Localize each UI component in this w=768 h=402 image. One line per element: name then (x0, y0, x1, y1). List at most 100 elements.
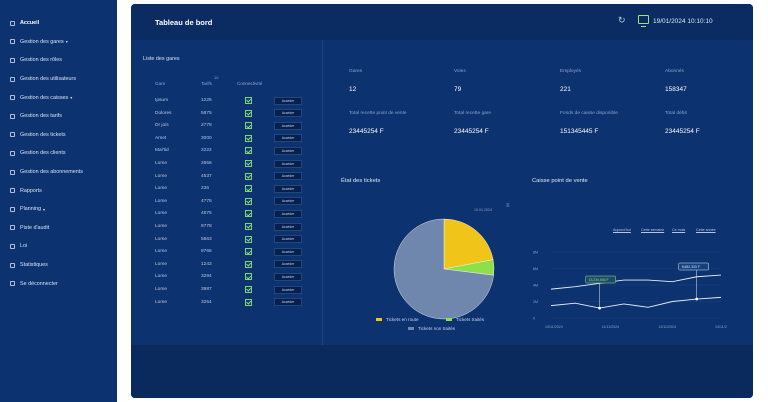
acceder-button[interactable]: Accéder (274, 134, 302, 143)
gare-tarif: 8766 (201, 249, 212, 255)
acceder-button[interactable]: Accéder (274, 96, 302, 105)
stat-label: Abonnés (665, 69, 684, 74)
acceder-button[interactable]: Accéder (274, 197, 302, 206)
connectivity-checkbox[interactable] (245, 185, 252, 193)
connectivity-checkbox[interactable] (245, 260, 252, 268)
sidebar-item-label: Piste d'audit (20, 224, 50, 231)
pie-slice[interactable] (393, 218, 494, 320)
chevron-down-icon: ▾ (70, 95, 73, 101)
connectivity-checkbox[interactable] (245, 109, 252, 117)
sidebar-item[interactable]: Gestion des caisses ▾ (0, 88, 117, 107)
sidebar-item[interactable]: Gestion des tickets (0, 126, 117, 145)
gare-tarif: 3987 (201, 287, 212, 292)
acceder-button[interactable]: Accéder (274, 146, 302, 155)
acceder-button[interactable]: Accéder (274, 298, 302, 307)
acceder-button[interactable]: Accéder (274, 222, 302, 231)
connectivity-checkbox[interactable] (245, 286, 252, 293)
tooltip-label: 13,234,546 F (589, 278, 609, 282)
col-gare: Gare (155, 81, 166, 86)
stat-value: 23445254 F (454, 128, 489, 135)
sidebar-item[interactable]: Gestion des rôles (0, 51, 117, 70)
connectivity-checkbox[interactable] (245, 160, 252, 167)
refresh-icon[interactable]: ↻ (618, 15, 626, 25)
range-button[interactable]: Ce mois (672, 228, 686, 232)
data-point[interactable] (598, 306, 601, 310)
sidebar-item[interactable]: Gestion des tarifs (0, 107, 117, 126)
table-row: Lome 5663 Accéder (131, 234, 321, 247)
sidebar-item[interactable]: Statistiques (0, 256, 117, 275)
monitor-icon[interactable] (638, 15, 649, 27)
bottom-strip (131, 345, 753, 398)
stat-label: Employés (560, 69, 582, 74)
gare-name: Lome (155, 249, 167, 255)
data-point[interactable] (695, 297, 699, 301)
connectivity-checkbox[interactable] (245, 122, 252, 130)
acceder-button[interactable]: Accéder (274, 235, 302, 244)
connectivity-checkbox[interactable] (245, 147, 252, 155)
sidebar-item-label: Gestion des caisses (20, 94, 69, 101)
menu-icon (10, 132, 15, 138)
connectivity-checkbox[interactable] (245, 235, 252, 243)
table-row: Lome 1243 Accéder (131, 259, 321, 272)
gare-tarif: 5663 (201, 236, 212, 242)
sidebar-item[interactable]: Loi (0, 237, 117, 256)
gare-name: Lome (155, 224, 167, 229)
pie-note: 10.01.2024 (474, 208, 492, 212)
connectivity-checkbox[interactable] (245, 248, 252, 256)
menu-icon (10, 188, 15, 194)
gare-tarif: 3000 (201, 135, 212, 141)
acceder-button[interactable]: Accéder (274, 172, 302, 181)
range-button[interactable]: Cette semaine (641, 228, 665, 232)
sidebar-item[interactable]: Piste d'audit (0, 219, 117, 238)
stat-label: Fonds de caisse disponible (560, 111, 618, 116)
sidebar-item-label: Se déconnecter (20, 280, 58, 287)
acceder-button[interactable]: Accéder (274, 260, 302, 269)
connectivity-checkbox[interactable] (245, 97, 252, 104)
sidebar-item[interactable]: Rapports (0, 181, 117, 200)
connectivity-checkbox[interactable] (245, 298, 252, 306)
y-tick-label: 8M (533, 251, 538, 255)
connectivity-checkbox[interactable] (245, 172, 252, 180)
gare-tarif: 1225 (201, 98, 212, 103)
range-button[interactable]: Cette année (696, 228, 716, 232)
sidebar-item-label: Gestion des abonnements (20, 169, 83, 176)
sidebar-item[interactable]: Gestion des gares ▾ (0, 33, 117, 52)
connectivity-checkbox[interactable] (245, 210, 252, 218)
acceder-button[interactable]: Accéder (274, 209, 302, 218)
acceder-button[interactable]: Accéder (274, 247, 302, 256)
y-tick-label: 0 (533, 317, 535, 321)
gare-tarif: 2778 (201, 123, 212, 129)
connectivity-checkbox[interactable] (245, 197, 252, 205)
gare-name: Lome (155, 274, 167, 280)
sidebar-item[interactable]: Gestion des clients (0, 144, 117, 163)
table-row: Lome 2656 Accéder (131, 158, 321, 171)
sidebar-item[interactable]: Gestion des abonnements (0, 163, 117, 182)
gare-tarif: 2656 (201, 161, 212, 166)
acceder-button[interactable]: Accéder (274, 184, 302, 193)
legend-swatch (446, 318, 452, 321)
acceder-button[interactable]: Accéder (274, 285, 302, 294)
range-button[interactable]: Aujourd'hui (613, 228, 631, 232)
menu-icon (10, 225, 15, 231)
table-row: Ipsum 1225 Accéder (131, 95, 321, 108)
gare-name: Lome (155, 161, 167, 166)
pie-slice[interactable] (443, 218, 494, 270)
sidebar-item[interactable]: Se déconnecter (0, 274, 117, 293)
caisse-line-chart: 8M 6M 4M 2M 0 10/11/2024 11/11/2024 12/11/2024 1… (533, 251, 727, 330)
sidebar-item[interactable]: Accueil (0, 14, 117, 33)
gare-tarif: 4537 (201, 173, 212, 179)
chart-menu-icon[interactable]: ≡ (506, 203, 510, 209)
acceder-button[interactable]: Accéder (274, 109, 302, 118)
gare-name: Ipsum (155, 98, 169, 103)
gare-name: Lome (155, 299, 167, 305)
connectivity-checkbox[interactable] (245, 134, 252, 142)
connectivity-checkbox[interactable] (245, 223, 252, 230)
menu-icon (10, 95, 15, 101)
acceder-button[interactable]: Accéder (274, 272, 302, 281)
gare-name: Lome (155, 287, 167, 292)
acceder-button[interactable]: Accéder (274, 159, 302, 168)
acceder-button[interactable]: Accéder (274, 121, 302, 130)
sidebar-item[interactable]: Gestion des utilisateurs (0, 70, 117, 89)
sidebar-item[interactable]: Planning ▾ (0, 200, 117, 219)
connectivity-checkbox[interactable] (245, 273, 252, 281)
